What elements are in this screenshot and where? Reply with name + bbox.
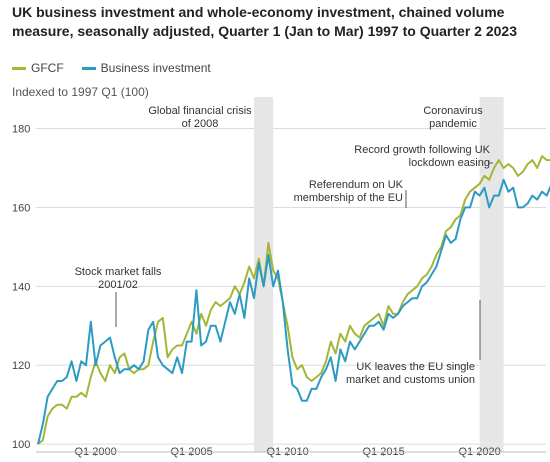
legend-label-gfcf: GFCF (31, 61, 64, 75)
annotation-text: membership of the EU (294, 192, 403, 204)
annotation-text: Record growth following UK (354, 144, 490, 156)
chart-title: UK business investment and whole-economy… (12, 4, 517, 39)
shaded-period-2 (479, 97, 504, 452)
y-axis-description: Indexed to 1997 Q1 (100) (12, 85, 149, 99)
legend-swatch-business-investment (81, 66, 96, 70)
annotation-text: of 2008 (182, 118, 219, 130)
y-tick-label: 100 (12, 439, 30, 451)
chart-legend: GFCF Business investment (12, 61, 229, 75)
series-line-business-investment (37, 178, 550, 445)
annotation-text: 2001/02 (98, 279, 138, 291)
shaded-period-1 (254, 97, 274, 452)
y-tick-label: 140 (12, 281, 30, 293)
y-tick-label: 180 (12, 124, 30, 136)
legend-label-business-investment: Business investment (100, 61, 211, 75)
annotation-text: lockdown easing (409, 157, 490, 169)
y-tick-label: 120 (12, 360, 30, 372)
annotation-text: pandemic (429, 118, 477, 130)
legend-item-gfcf: GFCF (12, 61, 64, 75)
annotation-text: Referendum on UK (309, 179, 404, 191)
legend-item-business-investment: Business investment (81, 61, 211, 75)
legend-swatch-gfcf (12, 66, 26, 70)
annotation-text: Stock market falls (75, 266, 162, 278)
annotation-text: UK leaves the EU single (356, 361, 475, 373)
annotation-text: Coronavirus (423, 105, 483, 117)
annotation-text: Global financial crisis (148, 105, 252, 117)
series-line-gfcf (37, 155, 550, 445)
annotation-text: market and customs union (346, 374, 475, 386)
y-tick-label: 160 (12, 202, 30, 214)
